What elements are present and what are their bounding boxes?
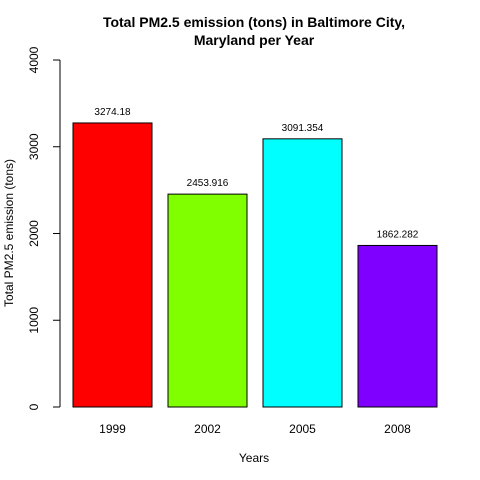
y-tick-label-4000: 4000 xyxy=(27,46,41,73)
y-tick-label-0: 0 xyxy=(27,403,41,410)
bars-group xyxy=(72,122,438,408)
bar-2008 xyxy=(357,244,438,408)
y-tick-label-2000: 2000 xyxy=(27,220,41,247)
x-tick-labels: 1999 2002 2005 2008 xyxy=(99,422,411,436)
chart-title-line-1: Total PM2.5 emission (tons) in Baltimore… xyxy=(103,14,405,30)
y-tick-label-3000: 3000 xyxy=(27,133,41,160)
x-tick-label-2002: 2002 xyxy=(194,422,221,436)
x-tick-label-2005: 2005 xyxy=(289,422,316,436)
x-tick-label-2008: 2008 xyxy=(384,422,411,436)
x-tick-label-1999: 1999 xyxy=(99,422,126,436)
y-tick-label-1000: 1000 xyxy=(27,307,41,334)
chart-title-line-2: Maryland per Year xyxy=(194,32,315,48)
bar-value-label-2008: 1862.282 xyxy=(377,229,419,240)
y-axis-ticks: 0 1000 2000 3000 4000 xyxy=(27,46,60,410)
y-axis-label: Total PM2.5 emission (tons) xyxy=(2,159,16,307)
bar-value-label-1999: 3274.18 xyxy=(94,107,131,118)
bar-1999 xyxy=(72,122,153,408)
bar-value-label-2002: 2453.916 xyxy=(187,178,229,189)
bar-2005 xyxy=(262,138,343,408)
bar-value-label-2005: 3091.354 xyxy=(282,123,324,134)
x-axis-label: Years xyxy=(239,451,269,465)
bar-value-labels: 3274.18 2453.916 3091.354 1862.282 xyxy=(94,107,418,240)
bar-2002 xyxy=(167,193,248,408)
